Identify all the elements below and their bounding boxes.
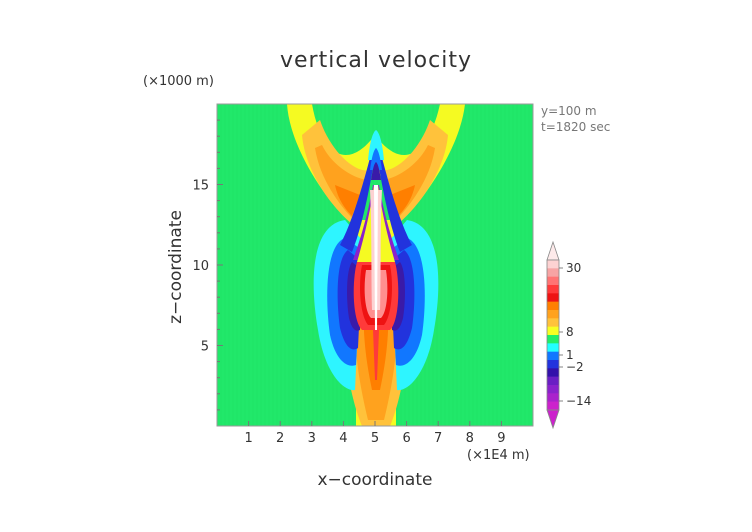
tick-labels: 1 2 3 4 5 6 7 8 9 5 10 15 <box>192 179 505 447</box>
y-tick-label: 10 <box>192 259 209 274</box>
colorbar-label: 30 <box>566 261 581 275</box>
colorbar-segment <box>547 318 559 327</box>
chart-title: vertical velocity <box>279 48 472 73</box>
colorbar-segment <box>547 376 559 386</box>
colorbar-segment <box>547 385 559 394</box>
colorbar-segment <box>547 393 559 402</box>
axes <box>216 103 534 427</box>
colorbar-bottom-arrow <box>546 409 560 430</box>
colorbar-top-arrow <box>546 240 560 261</box>
field-jet-top-cyan <box>368 130 384 160</box>
colorbar-segment <box>547 293 559 302</box>
colorbar-segment <box>547 335 559 344</box>
colorbar-label: 1 <box>566 348 574 362</box>
field-arm-dark-blue-right <box>376 150 412 252</box>
colorbar-segment <box>547 401 559 411</box>
field-updraft-center-line <box>374 185 378 330</box>
y-axis-unit: (×1000 m) <box>143 74 214 89</box>
colorbar-labels: 30 8 1−2 −14 <box>559 261 591 408</box>
colorbar-segment <box>547 360 559 369</box>
x-tick-label: 4 <box>339 431 347 446</box>
field-arm-dark-blue-left <box>340 150 376 252</box>
colorbar-segment <box>547 310 559 319</box>
x-tick-label: 5 <box>371 431 379 446</box>
field-upper-plume-core-left <box>335 185 360 216</box>
colorbar-label: −2 <box>566 360 584 374</box>
colorbar-segment <box>547 326 559 336</box>
annotation-time: t=1820 sec <box>541 120 611 134</box>
field-jet-top-navy <box>371 162 381 180</box>
colorbar-segment <box>547 351 559 361</box>
colorbar-segment <box>547 260 559 269</box>
plot-area <box>217 104 533 426</box>
colorbar-segment <box>547 301 559 311</box>
x-tick-label: 7 <box>434 431 442 446</box>
y-tick-label: 15 <box>192 179 209 194</box>
colorbar <box>546 240 560 430</box>
x-tick-label: 1 <box>244 431 252 446</box>
colorbar-segment <box>547 343 559 352</box>
colorbar-label: 8 <box>566 325 574 339</box>
x-tick-label: 3 <box>308 431 316 446</box>
x-axis-label: x−coordinate <box>317 470 433 490</box>
x-tick-label: 6 <box>402 431 410 446</box>
colorbar-frame <box>546 259 560 411</box>
colorbar-label: −14 <box>566 394 591 408</box>
field-lower-jet-red <box>373 330 379 380</box>
annotation-y: y=100 m <box>541 104 597 118</box>
x-tick-label: 8 <box>466 431 474 446</box>
colorbar-segment <box>547 368 559 377</box>
field-jet-top-blue <box>370 148 382 170</box>
y-tick-label: 5 <box>201 340 209 355</box>
colorbar-segment <box>547 285 559 294</box>
colorbar-segment <box>547 276 559 286</box>
colorbar-segment <box>547 268 559 277</box>
x-axis-unit: (×1E4 m) <box>467 448 530 463</box>
x-tick-label: 2 <box>276 431 284 446</box>
x-tick-label: 9 <box>497 431 505 446</box>
